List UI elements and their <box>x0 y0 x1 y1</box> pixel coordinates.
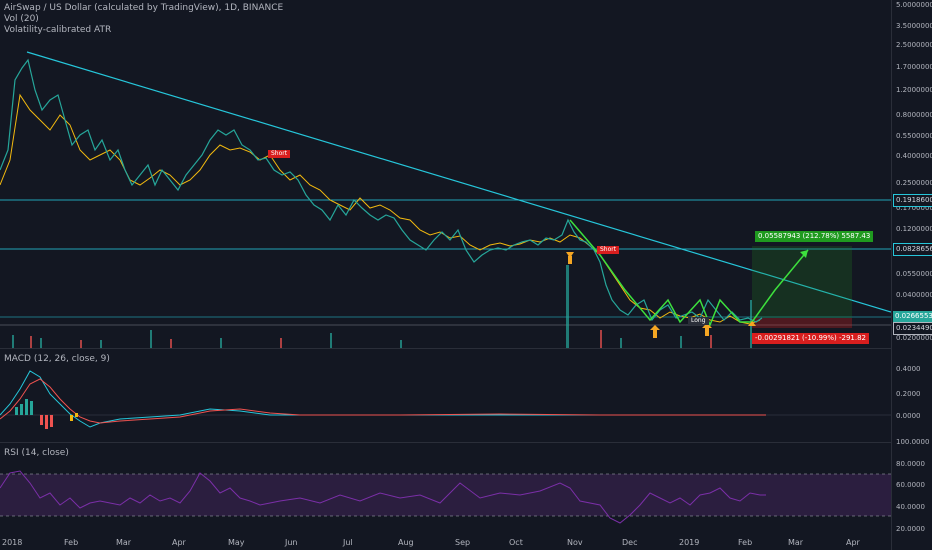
chart-legend: AirSwap / US Dollar (calculated by Tradi… <box>4 3 283 36</box>
price-tick: 1.70000000 <box>896 63 932 71</box>
symbol-title: AirSwap / US Dollar (calculated by Tradi… <box>4 3 284 13</box>
macd-tick: 0.0000 <box>896 412 921 420</box>
time-tick: 2018 <box>2 538 23 547</box>
time-tick: Nov <box>567 538 583 547</box>
short-marker: Short <box>268 150 291 158</box>
support-price: 0.02344900 <box>893 322 932 335</box>
time-tick: Mar <box>116 538 132 547</box>
rsi-tick: 100.0000 <box>896 438 930 446</box>
rsi-chart[interactable] <box>0 443 891 537</box>
current-price: 0.02665535 <box>893 311 932 322</box>
time-tick: May <box>228 538 245 547</box>
price-chart[interactable] <box>0 0 891 348</box>
time-tick: Mar <box>788 538 804 547</box>
time-tick: Apr <box>846 538 860 547</box>
macd-legend: MACD (12, 26, close, 9) <box>4 354 110 364</box>
rsi-tick: 60.0000 <box>896 481 925 489</box>
time-axis[interactable]: 2018 Feb Mar Apr May Jun Jul Aug Sep Oct… <box>0 536 891 550</box>
rsi-legend: RSI (14, close) <box>4 448 69 458</box>
time-tick: Jun <box>285 538 298 547</box>
rsi-tick: 80.0000 <box>896 460 925 468</box>
stop-label: -0.00291821 (-10.99%) -291.82 <box>752 333 869 344</box>
macd-tick: 0.4000 <box>896 365 921 373</box>
time-tick: Oct <box>509 538 523 547</box>
pane-separator <box>0 442 891 443</box>
time-tick: 2019 <box>679 538 700 547</box>
atr-label: Volatility-calibrated ATR <box>4 25 112 35</box>
pane-separator <box>0 348 891 349</box>
rsi-tick: 20.0000 <box>896 525 925 533</box>
macd-chart[interactable] <box>0 349 891 443</box>
resistance-mid-price: 0.08286569 <box>893 243 932 256</box>
price-tick: 5.00000000 <box>896 1 932 9</box>
rsi-tick: 40.0000 <box>896 503 925 511</box>
target-label: 0.05587943 (212.78%) 5587.43 <box>755 231 874 242</box>
time-tick: Jul <box>343 538 353 547</box>
time-tick: Apr <box>172 538 186 547</box>
time-tick: Feb <box>738 538 753 547</box>
macd-tick: 0.2000 <box>896 390 921 398</box>
volume-label: Vol (20) <box>4 14 39 24</box>
short-marker: Short <box>597 246 620 254</box>
time-tick: Sep <box>455 538 471 547</box>
time-tick: Aug <box>398 538 414 547</box>
long-marker: Long <box>688 317 709 325</box>
price-axis[interactable]: 5.00000000 3.50000000 2.50000000 1.70000… <box>891 0 932 550</box>
price-tick: 3.50000000 <box>896 22 932 30</box>
price-tick: 2.50000000 <box>896 41 932 49</box>
time-tick: Dec <box>622 538 638 547</box>
time-tick: Feb <box>64 538 79 547</box>
